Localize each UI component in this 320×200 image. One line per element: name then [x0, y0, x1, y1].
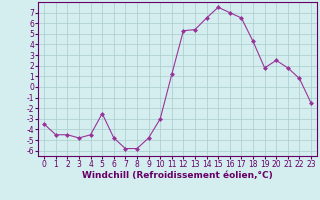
X-axis label: Windchill (Refroidissement éolien,°C): Windchill (Refroidissement éolien,°C): [82, 171, 273, 180]
